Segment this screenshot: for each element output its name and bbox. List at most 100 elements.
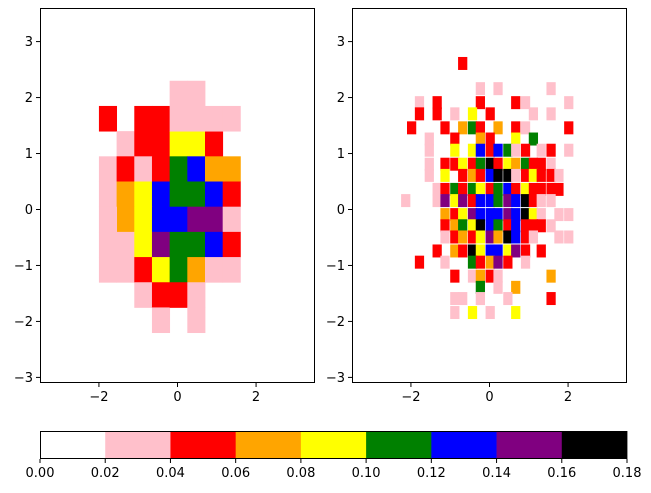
colorbar-frame — [40, 431, 627, 459]
left-y-tick-label: −2 — [14, 315, 33, 330]
left-heatmap-cell — [222, 257, 241, 283]
right-heatmap-cell — [493, 255, 503, 269]
right-heatmap-cell — [450, 182, 460, 196]
left-heatmap-cell — [205, 181, 224, 208]
right-heatmap-cell — [485, 132, 495, 146]
left-heatmap-cell — [134, 282, 153, 308]
right-heatmap-cell — [467, 269, 478, 283]
right-heatmap-cell — [432, 107, 442, 121]
right-heatmap-cell — [564, 143, 574, 157]
right-heatmap-cell — [467, 121, 478, 135]
left-heatmap-cell — [151, 156, 171, 182]
right-heatmap-cell — [475, 157, 485, 171]
left-heatmap-cell — [169, 282, 188, 308]
colorbar-tick-label: 0.16 — [547, 466, 576, 481]
right-heatmap-cell — [475, 82, 485, 96]
right-heatmap-cell — [520, 121, 531, 135]
right-y-axis: −3 −2 −1 0 1 2 3 — [326, 35, 352, 386]
right-heatmap-cell — [414, 96, 425, 110]
right-heatmap-cell — [546, 157, 556, 171]
left-heatmap-cell — [187, 131, 206, 157]
right-heatmap-cell — [528, 132, 539, 146]
right-heatmap-cell — [520, 143, 531, 157]
right-heatmap-cell — [511, 306, 521, 320]
right-heatmap-cell — [424, 168, 434, 182]
right-heatmap-cell — [564, 121, 574, 135]
left-heatmap-cell — [187, 307, 206, 334]
left-heatmap-cell — [187, 105, 206, 132]
right-heatmap-cell — [493, 168, 503, 182]
right-heatmap-cell — [520, 244, 531, 258]
left-heatmap-cell — [116, 131, 135, 157]
left-y-tick-label: −3 — [14, 371, 33, 386]
right-heatmap-cell — [440, 230, 450, 244]
right-heatmap-cell — [458, 121, 468, 135]
colorbar-tick-label: 0.14 — [482, 466, 511, 481]
left-heatmap-cell — [222, 206, 241, 233]
right-heatmap-cell — [528, 182, 539, 196]
left-heatmap-cell — [116, 206, 135, 233]
right-heatmap-cell — [511, 194, 521, 208]
right-heatmap-cell — [450, 132, 460, 146]
left-heatmap-cell — [134, 181, 153, 208]
right-heatmap-cell — [511, 182, 521, 196]
right-heatmap-cell — [511, 230, 521, 244]
colorbar-tick-label: 0.10 — [352, 466, 381, 481]
right-heatmap-cell — [520, 194, 531, 208]
left-heatmap-cell — [134, 105, 153, 132]
right-heatmap-cell — [458, 230, 468, 244]
right-y-tick-label: −3 — [326, 371, 345, 386]
right-y-tick-label: −1 — [326, 259, 345, 274]
left-heatmap-cell — [169, 131, 188, 157]
left-y-tick-label: 3 — [25, 35, 33, 50]
right-heatmap-cell — [450, 269, 460, 283]
left-x-tick-label: 0 — [173, 390, 181, 405]
right-heatmap-cell — [458, 182, 468, 196]
right-heatmap-cell — [546, 107, 556, 121]
right-heatmap-cell — [520, 96, 531, 110]
left-heatmap-cell — [205, 156, 224, 182]
left-heatmap-cell — [169, 105, 188, 132]
right-heatmap-cell — [528, 230, 539, 244]
right-y-tick-label: 2 — [337, 91, 345, 106]
left-heatmap-cell — [222, 231, 241, 258]
right-heatmap-cell — [450, 143, 460, 157]
right-heatmap-cell — [485, 168, 495, 182]
right-heatmap-cell — [485, 230, 495, 244]
right-heatmap-cell — [485, 182, 495, 196]
left-heatmap-cell — [98, 257, 118, 283]
right-heatmap-cell — [554, 230, 564, 244]
colorbar-swatches — [40, 431, 628, 459]
right-heatmap-cell — [458, 157, 468, 171]
right-heatmap-cell — [503, 244, 513, 258]
left-heatmap-panel: −2 0 2 −3 −2 −1 0 1 2 3 — [14, 8, 315, 405]
right-heatmap-cell — [440, 168, 450, 182]
colorbar: 0.00 0.02 0.04 0.06 0.08 0.10 0.12 0.14 0.16 0.18 — [26, 431, 641, 481]
right-heatmap-cell — [546, 143, 556, 157]
right-heatmap-cell — [546, 194, 556, 208]
right-heatmap-cell — [511, 157, 521, 171]
right-heatmap-cell — [467, 306, 478, 320]
right-heatmap-cell — [407, 121, 417, 135]
right-heatmap-cell — [511, 132, 521, 146]
right-heatmap-cell — [520, 230, 531, 244]
right-heatmap-panel: −2 0 2 −3 −2 −1 0 1 2 3 — [326, 8, 627, 405]
right-heatmap-cell — [520, 168, 531, 182]
right-heatmap-cell — [450, 244, 460, 258]
colorbar-ticks: 0.00 0.02 0.04 0.06 0.08 0.10 0.12 0.14 0.16 0.18 — [26, 459, 641, 481]
right-heatmap-cell — [528, 219, 539, 233]
right-heatmap-cell — [485, 244, 495, 258]
right-heatmap-cell — [467, 255, 478, 269]
left-heatmap-cell — [134, 231, 153, 258]
right-heatmap-cell — [458, 168, 468, 182]
right-heatmap-cell — [458, 292, 468, 306]
right-heatmap-cell — [475, 292, 485, 306]
right-heatmap-cell — [546, 269, 556, 283]
left-heatmap-cells — [98, 80, 241, 334]
right-heatmap-cell — [424, 143, 434, 157]
right-heatmap-cell — [450, 194, 460, 208]
left-heatmap-cell — [151, 131, 171, 157]
right-heatmap-cell — [485, 269, 495, 283]
left-heatmap-cell — [116, 156, 135, 182]
